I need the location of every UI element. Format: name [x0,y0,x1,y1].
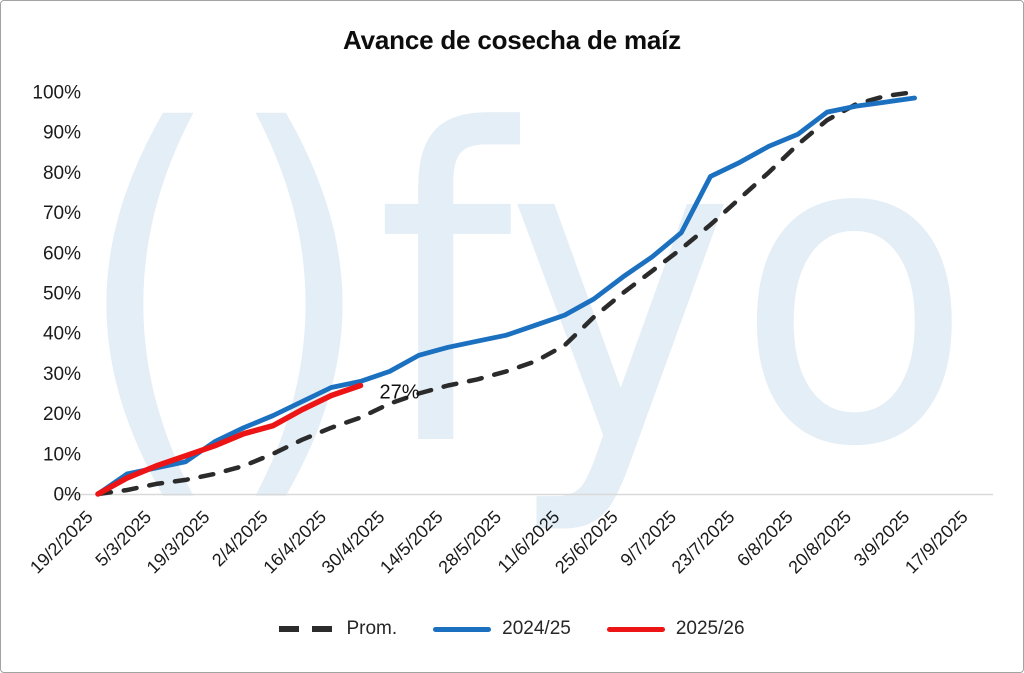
y-axis-labels: 0% 10% 20% 30% 40% 50% 60% 70% 80% 90% 100% [32,83,81,506]
legend-item-2024-25: 2024/25 [433,618,571,640]
line-2025-26-swatch [606,626,665,632]
x-tick-label: 19/2/2025 [26,507,97,578]
series-line-prom- [95,89,917,497]
fyo-watermark: ()fyo [73,41,973,541]
y-tick-label: 70% [43,203,81,224]
legend-item-prom: Prom. [279,618,397,640]
y-tick-label: 20% [43,404,81,425]
prom-dashed-line-swatch [279,626,336,632]
y-tick-label: 80% [43,163,81,184]
series-line-2024-25 [95,95,917,497]
legend-label: Prom. [346,618,398,639]
chart-legend: Prom. 2024/25 2025/26 [1,618,1023,640]
y-tick-label: 0% [54,485,82,506]
y-tick-label: 10% [43,444,81,465]
series-line-2025-26 [95,382,364,497]
y-tick-label: 60% [43,243,81,264]
y-tick-label: 40% [43,324,81,345]
line-2024-25-swatch [433,626,492,632]
series-lines: 27% [95,89,917,497]
legend-item-2025-26: 2025/26 [606,618,745,640]
y-tick-label: 30% [43,364,81,385]
y-tick-label: 90% [43,123,81,144]
y-tick-label: 50% [43,284,81,305]
chart-title: Avance de cosecha de maíz [343,25,681,55]
y-tick-label: 100% [32,83,81,104]
legend-label: 2024/25 [502,618,571,639]
annotation-27pct: 27% [379,381,419,403]
legend-label: 2025/26 [675,618,745,639]
